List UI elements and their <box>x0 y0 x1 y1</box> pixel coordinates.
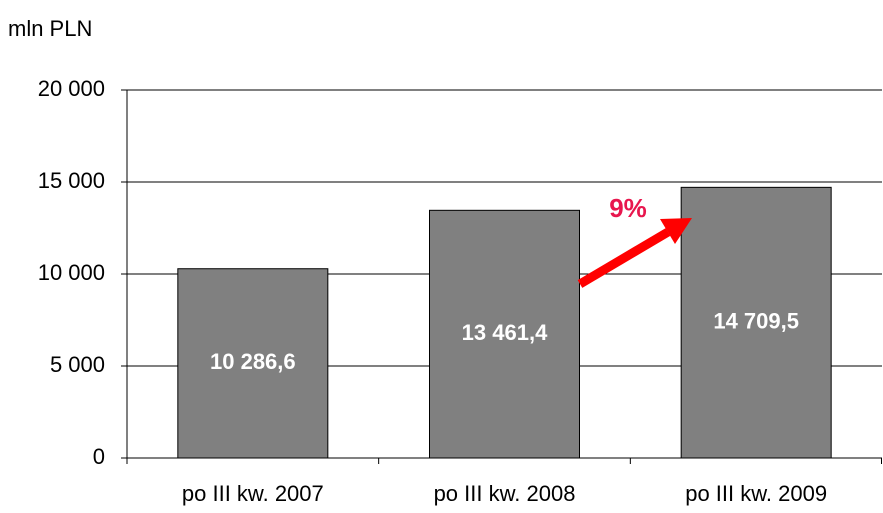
plot: 0 5 000 10 000 15 000 20 000 po III kw. 2007 1… <box>38 76 882 506</box>
value-label: 13 461,4 <box>462 320 548 345</box>
x-tick-label: po III kw. 2008 <box>434 481 576 506</box>
bar <box>177 268 329 459</box>
annotation: 9% <box>609 193 647 223</box>
arrow-head <box>660 218 692 244</box>
bar <box>680 186 832 459</box>
y-tick-label: 20 000 <box>38 76 105 101</box>
x-tick-label: po III kw. 2009 <box>685 481 827 506</box>
y-axis-label: mln PLN <box>8 16 92 41</box>
value-label: 10 286,6 <box>210 349 296 374</box>
x-tick-label: po III kw. 2007 <box>182 481 324 506</box>
y-tick-label: 0 <box>93 444 105 469</box>
arrow-shaft <box>577 228 671 288</box>
y-tick-label: 5 000 <box>50 352 105 377</box>
y-tick-label: 15 000 <box>38 168 105 193</box>
y-tick-label: 10 000 <box>38 260 105 285</box>
bar <box>429 209 580 459</box>
value-label: 14 709,5 <box>713 308 799 333</box>
